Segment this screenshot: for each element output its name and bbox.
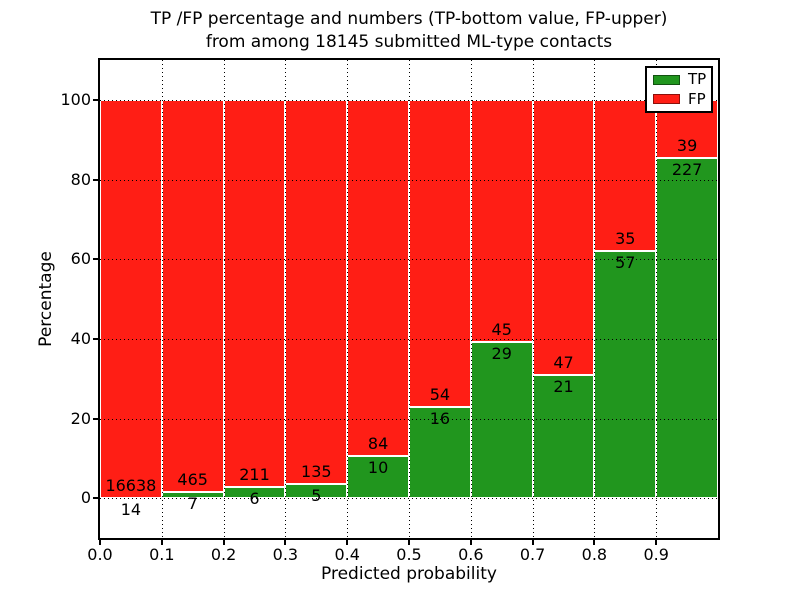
bar-tp-count-label: 6 bbox=[249, 489, 260, 509]
legend-item-tp: TP bbox=[647, 72, 711, 87]
bar-tp-segment bbox=[470, 342, 533, 499]
bar-tp-count-label: 7 bbox=[187, 494, 198, 514]
bar-fp-count-label: 39 bbox=[676, 136, 698, 156]
y-tick-mark bbox=[93, 98, 98, 101]
bar-fp-segment bbox=[347, 99, 409, 456]
bar-fp-count-label: 45 bbox=[491, 320, 512, 340]
x-tick-mark bbox=[531, 540, 534, 545]
grid-line-v bbox=[223, 60, 225, 538]
bar-fp-segment bbox=[100, 99, 162, 498]
grid-line-v bbox=[285, 60, 287, 538]
x-tick-label: 0.3 bbox=[272, 545, 299, 564]
y-tick-label: 100 bbox=[60, 89, 91, 109]
bar-fp-count-label: 465 bbox=[177, 470, 208, 490]
bar-fp-count-label: 16638 bbox=[105, 475, 157, 495]
y-tick-label: 80 bbox=[70, 169, 91, 189]
x-tick-mark bbox=[469, 540, 472, 545]
bar-tp-segment bbox=[594, 251, 657, 499]
bar-tp-count-label: 227 bbox=[671, 160, 703, 180]
y-tick-mark bbox=[93, 497, 98, 500]
bar-fp-count-label: 211 bbox=[239, 465, 270, 485]
bar-fp-segment bbox=[409, 99, 471, 408]
x-tick-mark bbox=[160, 540, 163, 545]
y-tick-mark bbox=[93, 178, 98, 181]
x-tick-label: 0.1 bbox=[149, 545, 175, 564]
bar-fp-segment bbox=[532, 99, 595, 376]
x-tick-label: 0.6 bbox=[458, 545, 484, 564]
legend-swatch-fp bbox=[653, 94, 680, 105]
bar-tp-segment bbox=[532, 375, 595, 499]
x-tick-label: 0.4 bbox=[334, 545, 360, 564]
y-tick-mark bbox=[93, 337, 98, 340]
x-tick-label: 0.5 bbox=[396, 545, 422, 564]
x-tick-label: 0.2 bbox=[210, 545, 237, 564]
bar-tp-count-label: 14 bbox=[120, 499, 142, 519]
x-tick-mark bbox=[655, 540, 658, 545]
y-tick-label: 0 bbox=[80, 488, 91, 508]
x-axis-label: Predicted probability bbox=[321, 564, 497, 584]
grid-line-v bbox=[161, 60, 163, 538]
bar-tp-segment bbox=[409, 407, 471, 499]
legend-label-fp: FP bbox=[688, 89, 706, 108]
bar-tp-segment bbox=[656, 158, 718, 499]
y-tick-label: 20 bbox=[70, 408, 91, 428]
x-tick-label: 0.9 bbox=[643, 545, 669, 564]
bar-tp-count-label: 10 bbox=[367, 457, 389, 477]
bar-fp-count-label: 47 bbox=[553, 353, 574, 373]
bar-tp-count-label: 29 bbox=[491, 344, 512, 364]
grid-line-v bbox=[409, 60, 410, 538]
y-tick-label: 40 bbox=[70, 328, 91, 348]
bar-fp-segment bbox=[161, 99, 224, 493]
grid-line-v bbox=[347, 60, 349, 538]
x-tick-label: 0.0 bbox=[87, 545, 113, 564]
bar-fp-count-label: 84 bbox=[367, 433, 389, 453]
legend-item-fp: FP bbox=[647, 89, 711, 108]
bar-tp-count-label: 16 bbox=[429, 409, 451, 429]
bar-tp-count-label: 21 bbox=[553, 377, 574, 397]
x-tick-mark bbox=[99, 540, 101, 545]
x-tick-mark bbox=[408, 540, 410, 545]
bar-fp-count-label: 35 bbox=[615, 229, 636, 249]
bar-fp-segment bbox=[285, 99, 348, 484]
x-tick-label: 0.8 bbox=[581, 545, 608, 564]
x-tick-label: 0.7 bbox=[519, 545, 546, 564]
bar-fp-segment bbox=[470, 99, 533, 343]
legend: TP FP bbox=[645, 66, 713, 113]
y-tick-mark bbox=[93, 258, 98, 261]
chart-title-line-2: from among 18145 submitted ML-type conta… bbox=[205, 32, 613, 52]
grid-line-v bbox=[594, 60, 596, 538]
x-tick-mark bbox=[284, 540, 287, 545]
chart-title-line-1: TP /FP percentage and numbers (TP-bottom… bbox=[150, 9, 668, 29]
grid-line-v bbox=[656, 60, 658, 538]
y-tick-label: 60 bbox=[70, 249, 91, 269]
bar-fp-segment bbox=[223, 99, 286, 488]
chart-title: TP /FP percentage and numbers (TP-bottom… bbox=[100, 8, 718, 54]
bar-tp-count-label: 5 bbox=[311, 485, 322, 505]
legend-swatch-tp bbox=[653, 74, 680, 85]
bar-tp-segment bbox=[347, 455, 409, 499]
x-tick-mark bbox=[346, 540, 349, 545]
bar-tp-count-label: 57 bbox=[615, 253, 636, 273]
bar-fp-count-label: 135 bbox=[301, 461, 332, 481]
grid-line-v bbox=[532, 60, 534, 538]
x-tick-mark bbox=[593, 540, 596, 545]
bar-fp-count-label: 54 bbox=[429, 385, 451, 405]
y-tick-mark bbox=[93, 417, 98, 420]
legend-label-tp: TP bbox=[688, 70, 707, 89]
x-tick-mark bbox=[222, 540, 225, 545]
grid-line-v bbox=[470, 60, 472, 538]
